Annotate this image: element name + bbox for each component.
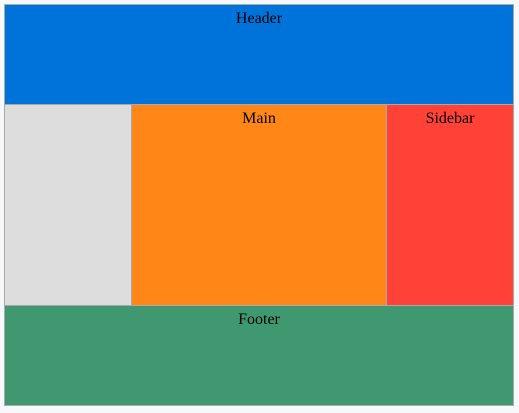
footer-label: Footer xyxy=(238,311,280,328)
sidebar-label: Sidebar xyxy=(425,110,475,127)
header-label: Header xyxy=(235,10,283,27)
layout-frame: Header Main Sidebar Footer xyxy=(4,4,514,406)
left-region xyxy=(5,105,132,305)
main-label: Main xyxy=(242,110,276,127)
sidebar-region: Sidebar xyxy=(387,105,513,305)
header-region: Header xyxy=(5,5,513,105)
main-region: Main xyxy=(132,105,387,305)
footer-region: Footer xyxy=(5,305,513,405)
